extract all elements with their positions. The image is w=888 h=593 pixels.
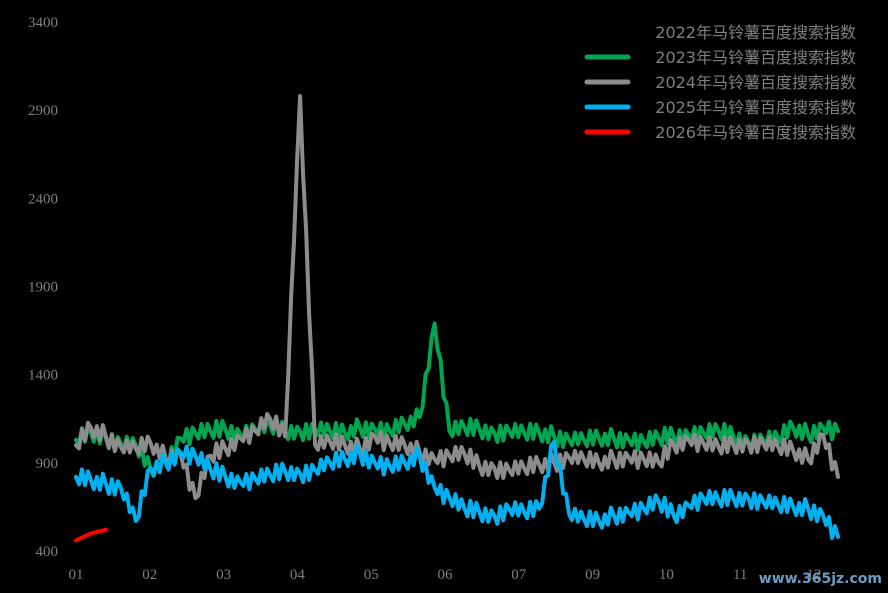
x-tick-label: 10 bbox=[659, 567, 674, 583]
legend: 2022年马铃薯百度搜索指数 2023年马铃薯百度搜索指数 2024年马铃薯百度搜索… bbox=[584, 23, 856, 142]
x-tick-label: 04 bbox=[290, 567, 306, 583]
series-line-1 bbox=[74, 321, 840, 479]
x-tick-label: 01 bbox=[69, 567, 84, 583]
x-tick-label: 11 bbox=[733, 567, 747, 583]
y-tick-label: 400 bbox=[36, 544, 59, 560]
y-tick-label: 2400 bbox=[28, 191, 58, 207]
y-tick-label: 3400 bbox=[28, 15, 58, 31]
series-line-3 bbox=[74, 439, 840, 540]
x-tick-label: 05 bbox=[364, 567, 379, 583]
legend-label: 2025年马铃薯百度搜索指数 bbox=[655, 98, 856, 117]
x-tick-label: 09 bbox=[585, 567, 600, 583]
x-tick-label: 07 bbox=[511, 567, 527, 583]
series-line-2 bbox=[74, 94, 840, 501]
watermark: www.365jz.com bbox=[758, 571, 882, 587]
y-tick-label: 2900 bbox=[28, 103, 58, 119]
x-tick-label: 03 bbox=[216, 567, 231, 583]
legend-label: 2023年马铃薯百度搜索指数 bbox=[655, 48, 856, 67]
y-tick-label: 1400 bbox=[28, 368, 58, 384]
legend-label: 2024年马铃薯百度搜索指数 bbox=[655, 73, 856, 92]
series-line-4 bbox=[74, 527, 108, 543]
x-tick-label: 12 bbox=[807, 567, 822, 583]
legend-label: 2026年马铃薯百度搜索指数 bbox=[655, 123, 856, 142]
y-axis: 400 900 1400 1900 2400 2900 3400 bbox=[28, 15, 58, 560]
x-tick-label: 02 bbox=[142, 567, 157, 583]
y-tick-label: 900 bbox=[36, 456, 59, 472]
legend-label: 2022年马铃薯百度搜索指数 bbox=[655, 23, 856, 42]
y-tick-label: 1900 bbox=[28, 280, 58, 296]
series-layer bbox=[74, 94, 840, 543]
x-tick-label: 06 bbox=[438, 567, 454, 583]
x-axis: 01 02 03 04 05 06 07 09 10 11 12 bbox=[69, 567, 822, 583]
